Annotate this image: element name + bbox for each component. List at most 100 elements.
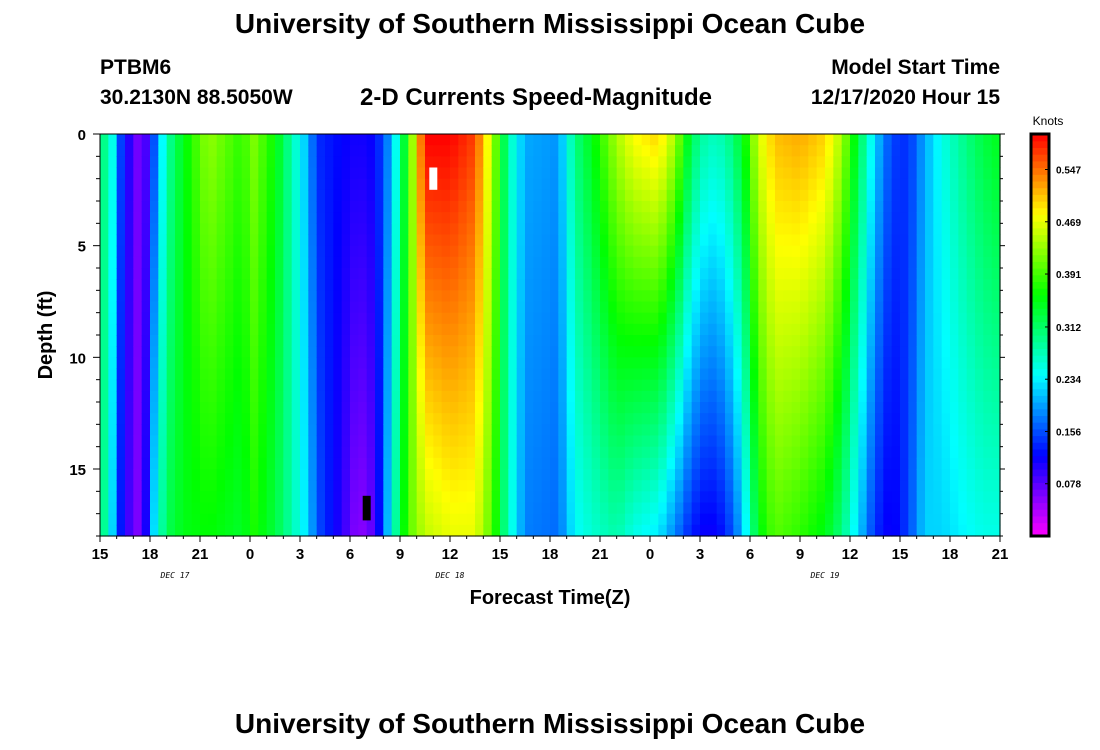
heatmap-cell <box>841 502 851 515</box>
heatmap-cell <box>466 279 476 291</box>
heatmap-cell <box>975 290 984 303</box>
heatmap-cell <box>341 268 351 280</box>
heatmap-cell <box>400 446 409 459</box>
heatmap-cell <box>916 346 926 358</box>
heatmap-cell <box>983 502 993 515</box>
heatmap-cell <box>100 413 109 425</box>
heatmap-cell <box>983 234 993 247</box>
heatmap-cell <box>608 502 618 515</box>
heatmap-cell <box>908 346 918 358</box>
heatmap-cell <box>216 424 226 437</box>
heatmap-cell <box>700 491 709 504</box>
heatmap-cell <box>366 502 376 515</box>
heatmap-cell <box>875 212 884 224</box>
heatmap-cell <box>108 167 118 180</box>
heatmap-cell <box>916 256 926 269</box>
heatmap-cell <box>350 268 359 280</box>
heatmap-cell <box>300 469 309 481</box>
heatmap-cell <box>208 435 218 448</box>
heatmap-cell <box>641 234 651 247</box>
heatmap-cell <box>425 413 434 425</box>
heatmap-cell <box>450 234 459 247</box>
colorbar-segment <box>1031 355 1049 363</box>
heatmap-cell <box>291 368 301 381</box>
heatmap-cell <box>891 301 901 314</box>
heatmap-cell <box>216 134 226 146</box>
heatmap-cell <box>350 524 359 537</box>
heatmap-cell <box>758 424 768 437</box>
heatmap-cell <box>966 502 976 515</box>
heatmap-cell <box>633 457 643 470</box>
heatmap-cell <box>358 134 368 146</box>
heatmap-cell <box>375 167 384 180</box>
heatmap-cell <box>741 268 751 280</box>
heatmap-cell <box>416 245 426 258</box>
heatmap-cell <box>108 402 118 414</box>
colorbar-label: 0.156 <box>1056 427 1081 438</box>
heatmap-cell <box>916 290 926 303</box>
heatmap-cell <box>766 134 776 146</box>
heatmap-cell <box>933 256 943 269</box>
heatmap-cell <box>200 469 209 481</box>
heatmap-cell <box>775 480 784 492</box>
heatmap-cell <box>216 346 226 358</box>
heatmap-cell <box>925 145 934 157</box>
heatmap-cell <box>333 223 343 236</box>
heatmap-cell <box>116 212 126 224</box>
heatmap-cell <box>783 335 793 347</box>
heatmap-cell <box>183 268 193 280</box>
heatmap-cell <box>858 245 868 258</box>
heatmap-cell <box>650 134 659 146</box>
heatmap-cell <box>366 368 376 381</box>
heatmap-cell <box>966 524 976 537</box>
heatmap-cell <box>241 245 251 258</box>
heatmap-cell <box>450 290 459 303</box>
heatmap-cell <box>883 402 893 414</box>
heatmap-cell <box>191 346 201 358</box>
heatmap-cell <box>533 457 543 470</box>
heatmap-cell <box>900 312 909 325</box>
heatmap-cell <box>125 189 134 202</box>
heatmap-cell <box>241 368 251 381</box>
heatmap-cell <box>283 290 293 303</box>
heatmap-cell <box>775 201 784 213</box>
heatmap-cell <box>641 469 651 481</box>
heatmap-cell <box>216 156 226 169</box>
heatmap-cell <box>358 279 368 291</box>
heatmap-cell <box>858 268 868 280</box>
heatmap-cell <box>575 279 584 291</box>
station-id: PTBM6 <box>100 56 172 79</box>
heatmap-cell <box>508 480 518 492</box>
heatmap-cell <box>350 379 359 392</box>
heatmap-cell <box>966 390 976 403</box>
heatmap-cell <box>141 457 151 470</box>
heatmap-cell <box>275 312 284 325</box>
heatmap-cell <box>783 301 793 314</box>
heatmap-cell <box>650 469 659 481</box>
heatmap-cell <box>650 480 659 492</box>
heatmap-cell <box>391 379 401 392</box>
heatmap-cell <box>725 480 734 492</box>
heatmap-cell <box>158 368 168 381</box>
heatmap-cell <box>175 480 184 492</box>
heatmap-cell <box>808 145 818 157</box>
heatmap-cell <box>900 212 909 224</box>
heatmap-cell <box>141 524 151 537</box>
heatmap-cell <box>333 145 343 157</box>
heatmap-cell <box>916 323 926 336</box>
heatmap-cell <box>416 134 426 146</box>
heatmap-cell <box>975 279 984 291</box>
heatmap-cell <box>508 491 518 504</box>
heatmap-cell <box>841 435 851 448</box>
heatmap-cell <box>225 189 234 202</box>
heatmap-cell <box>316 234 326 247</box>
heatmap-cell <box>450 435 459 448</box>
heatmap-cell <box>533 335 543 347</box>
heatmap-cell <box>808 390 818 403</box>
heatmap-cell <box>450 189 459 202</box>
heatmap-cell <box>900 390 909 403</box>
heatmap-cell <box>841 156 851 169</box>
heatmap-cell <box>616 156 626 169</box>
heatmap-cell <box>225 145 234 157</box>
heatmap-cell <box>133 457 143 470</box>
